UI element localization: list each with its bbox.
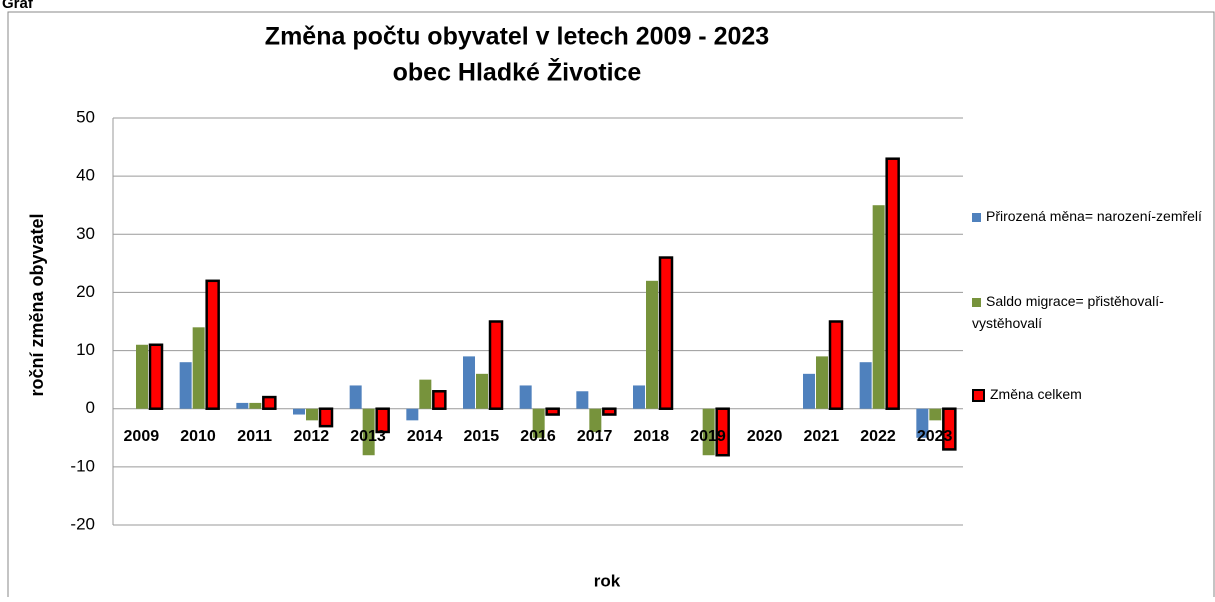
bar <box>375 407 390 434</box>
legend-item: Přirozená měna= narození-zemřelí <box>972 205 1207 227</box>
x-tick-label: 2014 <box>407 428 443 445</box>
bar <box>532 408 545 438</box>
bar <box>702 408 715 456</box>
x-tick-label: 2013 <box>350 428 386 445</box>
bar <box>576 391 589 409</box>
bar <box>646 280 658 409</box>
bar <box>293 408 305 415</box>
bar <box>205 279 220 410</box>
bar <box>136 344 148 409</box>
bar <box>519 385 532 409</box>
bar <box>406 408 419 421</box>
x-tick-label: 2009 <box>124 428 160 445</box>
y-tick-label: -10 <box>70 456 95 475</box>
bar <box>463 356 475 409</box>
bar <box>148 343 164 410</box>
legend-item: Změna celkem <box>972 383 1207 405</box>
legend-label: Přirozená měna= narození-zemřelí <box>986 208 1202 224</box>
y-tick-label: 10 <box>76 340 95 359</box>
bar <box>249 402 262 409</box>
bar <box>929 408 942 421</box>
bar <box>362 408 375 456</box>
bar <box>192 327 205 409</box>
bar <box>432 390 447 410</box>
bar <box>602 407 617 416</box>
bar <box>803 373 815 409</box>
bar <box>658 256 674 410</box>
bar <box>318 407 334 428</box>
bar <box>859 362 872 409</box>
y-tick-label: 50 <box>76 107 95 126</box>
x-tick-label: 2020 <box>747 428 783 445</box>
x-tick-label: 2023 <box>917 428 953 445</box>
chart-subtitle: obec Hladké Životice <box>393 57 642 87</box>
legend-swatch <box>972 297 981 307</box>
bar <box>872 205 885 409</box>
x-axis-label: rok <box>594 571 621 590</box>
bar <box>545 407 560 416</box>
bar <box>633 385 645 409</box>
bar <box>816 356 828 409</box>
x-tick-label: 2021 <box>804 428 840 445</box>
x-tick-label: 2011 <box>237 428 272 445</box>
y-tick-label: 20 <box>76 282 95 301</box>
header: Graf <box>2 0 34 12</box>
bar <box>349 385 362 409</box>
bar <box>306 408 318 421</box>
x-tick-label: 2010 <box>180 428 216 445</box>
x-tick-label: 2017 <box>577 428 613 445</box>
legend-item: Saldo migrace= přistěhovalí-vystěhovalí <box>972 290 1207 334</box>
chart-title: Změna počtu obyvatel v letech 2009 - 202… <box>265 23 769 51</box>
y-tick-label: -20 <box>70 514 95 533</box>
bar <box>419 379 432 409</box>
bar <box>885 157 900 410</box>
x-tick-label: 2022 <box>860 428 896 445</box>
y-tick-label: 0 <box>86 398 95 417</box>
x-tick-label: 2015 <box>464 428 500 445</box>
bar <box>715 407 730 457</box>
y-axis-label: roční změna obyvatel <box>27 213 47 396</box>
legend-label: Saldo migrace= přistěhovalí-vystěhovalí <box>972 293 1164 331</box>
bar <box>828 320 844 410</box>
bar <box>942 407 957 451</box>
chart-frame <box>7 11 1215 602</box>
bar <box>236 402 249 409</box>
bar <box>179 362 192 409</box>
bar <box>262 395 277 410</box>
y-tick-label: 30 <box>76 224 95 243</box>
x-tick-label: 2012 <box>294 428 330 445</box>
legend-swatch <box>972 388 985 402</box>
legend-swatch <box>972 212 981 222</box>
bar <box>589 408 602 432</box>
bar <box>476 373 488 409</box>
x-tick-label: 2016 <box>520 428 556 445</box>
x-tick-label: 2019 <box>690 428 726 445</box>
bar <box>916 408 929 438</box>
y-tick-label: 40 <box>76 166 95 185</box>
bar <box>488 320 504 410</box>
legend-label: Změna celkem <box>990 386 1082 402</box>
x-tick-label: 2018 <box>634 428 670 445</box>
